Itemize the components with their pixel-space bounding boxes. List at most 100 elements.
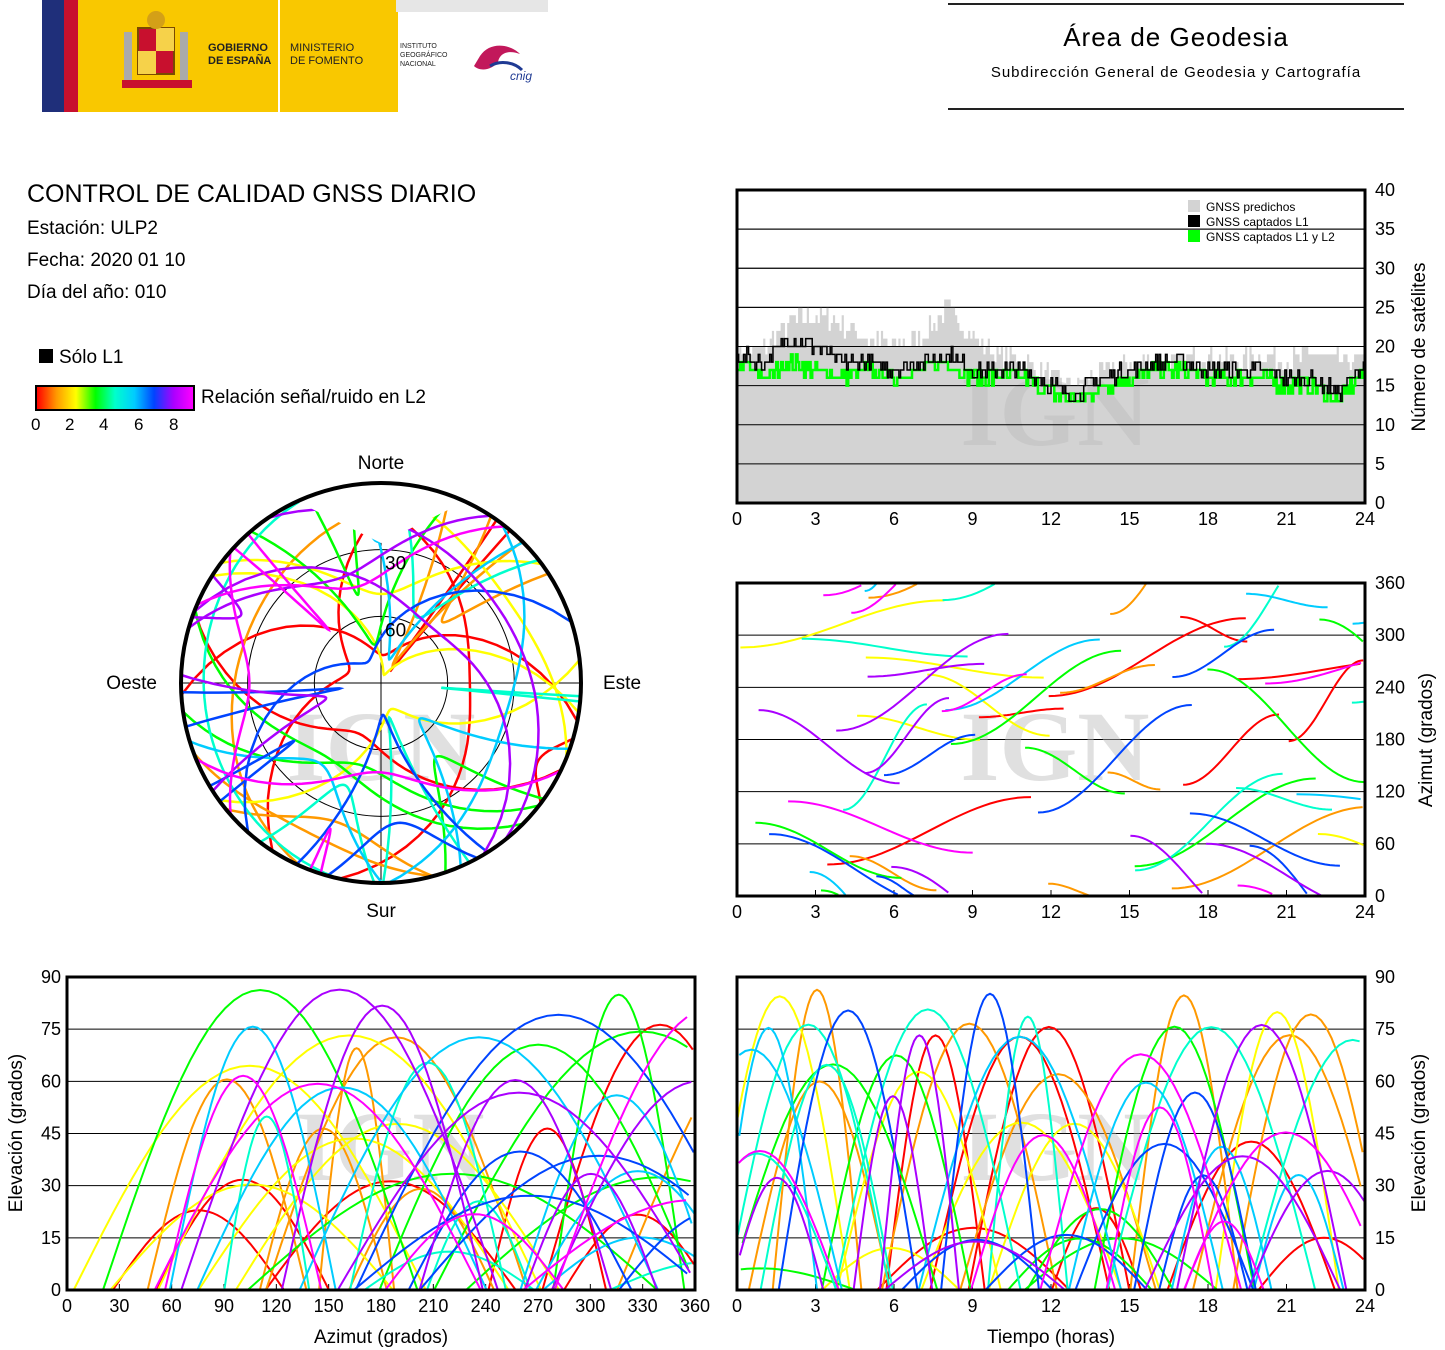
gov-line-2: DE ESPAÑA	[208, 55, 272, 67]
snr-legend: Sólo L1 Relación señal/ruido en L2 0 2 4…	[27, 345, 507, 445]
elevation-azimuth-track	[616, 1116, 693, 1291]
azimuth-track	[849, 855, 937, 892]
x-tick-label: 270	[523, 1296, 553, 1316]
l1-l2-series-line	[737, 353, 1365, 403]
elevation-azimuth-track	[168, 1025, 337, 1291]
y-tick-label: 75	[1375, 1019, 1395, 1039]
satellite-track	[225, 807, 434, 878]
x-tick-label: 12	[1041, 902, 1061, 922]
elevation-time-track	[984, 1233, 1148, 1291]
azimuth-track	[1189, 812, 1340, 867]
azimuth-track	[788, 800, 973, 854]
cnig-logo-text: cnig	[510, 69, 532, 83]
azimuth-track	[864, 697, 950, 775]
elevation-azimuth-track	[247, 1172, 658, 1291]
azimuth-track	[820, 889, 839, 896]
y-tick-label: 0	[51, 1280, 61, 1300]
elevation-azimuth-track	[609, 1262, 692, 1291]
chart-border	[735, 188, 1367, 505]
elevation-azimuth-track	[318, 1047, 396, 1291]
x-tick-label: 18	[1198, 509, 1218, 529]
azimuth-track	[1048, 882, 1090, 897]
elevation-azimuth-track	[535, 1170, 696, 1291]
x-tick-label: 9	[967, 902, 977, 922]
x-tick-label: 21	[1276, 1296, 1296, 1316]
elevation-azimuth-track	[519, 1094, 693, 1291]
spain-flag-stripe	[64, 0, 78, 112]
azimuth-track	[868, 583, 918, 599]
chart-grid	[737, 1028, 1365, 1239]
base-fill	[737, 385, 1365, 503]
government-logo-banner: GOBIERNO DE ESPAÑA MINISTERIO DE FOMENTO…	[42, 0, 548, 112]
legend-label: GNSS captados L1	[1206, 215, 1309, 229]
skyplot-background	[181, 483, 581, 883]
elevation-ring-30	[247, 549, 515, 817]
elevation-time-track	[1007, 1237, 1153, 1291]
ign-line-3: NACIONAL	[400, 61, 436, 68]
x-tick-label: 330	[628, 1296, 658, 1316]
elevation-time-track	[987, 1015, 1069, 1291]
satellite-track	[381, 715, 471, 884]
elevation-azimuth-track	[156, 1034, 543, 1291]
satellite-track	[188, 514, 491, 629]
y-axis-label: Azimut (grados)	[1416, 673, 1437, 807]
elevation-time-track	[1191, 1034, 1362, 1291]
elevation-time-track	[771, 988, 863, 1291]
satellite-track	[295, 713, 489, 866]
elevation-time-track	[1182, 1131, 1362, 1291]
satellite-track	[202, 496, 338, 880]
azimuth-track	[864, 583, 878, 592]
satellite-track	[432, 754, 545, 873]
y-tick-label: 15	[1375, 1228, 1395, 1248]
satellite-track	[343, 484, 413, 544]
elevation-azimuth-track	[72, 1064, 427, 1291]
azimuth-track	[865, 656, 1044, 679]
x-tick-label: 12	[1041, 1296, 1061, 1316]
elevation-time-track	[1214, 1011, 1340, 1291]
snr-colorbar	[35, 385, 195, 411]
x-tick-label: 0	[732, 1296, 742, 1316]
y-tick-label: 300	[1375, 625, 1405, 645]
elevation-time-track	[1257, 1236, 1365, 1291]
x-tick-label: 9	[967, 509, 977, 529]
x-tick-label: 24	[1355, 1296, 1375, 1316]
satellite-track	[180, 673, 328, 792]
azimuth-track	[1265, 661, 1362, 685]
snr-label: Relación señal/ruido en L2	[201, 387, 426, 408]
y-tick-label: 45	[1375, 1124, 1395, 1144]
y-tick-label: 90	[1375, 967, 1395, 987]
y-tick-label: 30	[1375, 1176, 1395, 1196]
elevation-azimuth-track	[384, 1213, 565, 1291]
satellite-track	[180, 624, 579, 722]
ring-label-60: 60	[385, 620, 406, 641]
azimuth-track	[843, 703, 927, 811]
y-tick-label: 0	[1375, 1280, 1385, 1300]
satellite-track	[307, 484, 360, 597]
y-tick-label: 90	[41, 967, 61, 987]
x-tick-label: 12	[1041, 509, 1061, 529]
satellite-track	[196, 525, 506, 607]
azimuth-track	[758, 709, 900, 785]
elevation-azimuth-track	[102, 988, 419, 1291]
satellite-track	[418, 717, 570, 867]
x-tick-label: 150	[314, 1296, 344, 1316]
elevation-azimuth-track	[153, 1082, 482, 1291]
satellite-track	[192, 751, 434, 878]
y-tick-label: 30	[1375, 258, 1395, 278]
elevation-azimuth-track	[553, 1016, 688, 1291]
satellite-track	[387, 522, 526, 884]
y-axis-label: Elevación (grados)	[1409, 1054, 1430, 1212]
azimuth-track	[1134, 777, 1316, 868]
elevation-azimuth-track	[234, 1122, 560, 1291]
elevation-time-track	[835, 1070, 1002, 1291]
legend-label: GNSS captados L1 y L2	[1206, 230, 1335, 244]
satellite-track	[211, 571, 580, 714]
x-tick-label: 15	[1119, 1296, 1139, 1316]
elevation-time-track	[1166, 1140, 1336, 1291]
elevation-azimuth-track	[349, 1061, 507, 1291]
satellite-track	[193, 610, 562, 792]
azimuth-track	[857, 714, 980, 741]
ministry-line-1: MINISTERIO	[290, 42, 355, 54]
legend-label: GNSS predichos	[1206, 200, 1295, 214]
elevation-time-track	[1067, 1081, 1224, 1291]
